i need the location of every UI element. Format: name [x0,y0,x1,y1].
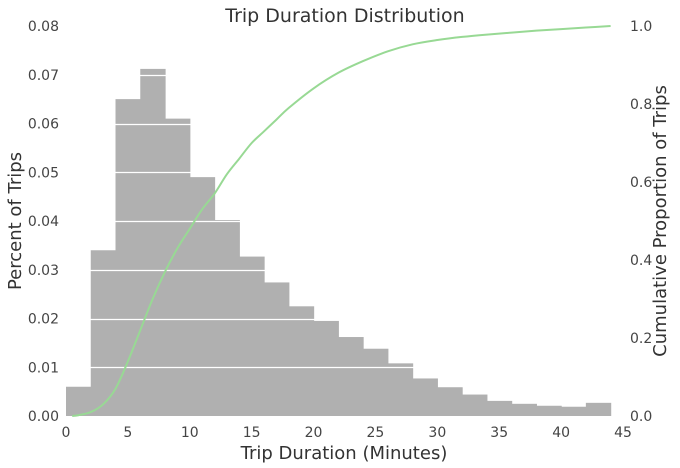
x-tick-label: 15 [243,425,261,441]
x-tick-label: 10 [181,425,199,441]
y-tick-label: 0.05 [28,165,59,181]
x-tick-label: 35 [490,425,508,441]
histogram-bar [140,68,166,417]
y2-axis-title: Cumulative Proportion of Trips [650,85,671,357]
x-tick-label: 30 [428,425,446,441]
y-tick-label: 0.07 [28,68,59,84]
histogram-bar [189,177,216,416]
histogram-bar [115,99,141,416]
x-axis-title: Trip Duration (Minutes) [240,443,448,464]
y2-tick-label: 0.8 [630,97,652,113]
x-tick-label: 45 [614,425,632,441]
y-tick-label: 0.00 [28,409,59,425]
y-tick-label: 0.06 [28,117,59,133]
histogram-bar [338,337,364,416]
x-tick-label: 25 [367,425,385,441]
y-tick-label: 0.08 [28,19,59,35]
histogram-bar [214,220,240,416]
histogram-bar [66,386,92,416]
y2-tick-label: 0.2 [630,331,652,347]
y2-axis-ticks: 0.0 0.2 0.4 0.6 0.8 1.0 [630,19,652,425]
histogram-bar [313,320,339,416]
x-tick-label: 0 [62,425,71,441]
chart-title: Trip Duration Distribution [224,5,464,27]
histogram-bar [561,406,587,416]
y-tick-label: 0.02 [28,312,59,328]
y2-tick-label: 0.6 [630,175,652,191]
histogram-bar [239,256,265,416]
y-tick-label: 0.03 [28,263,59,279]
horizontal-gridlines [66,74,623,369]
histogram-bar [412,378,438,416]
y-tick-label: 0.04 [28,214,59,230]
y2-tick-label: 1.0 [630,19,652,35]
x-tick-label: 40 [552,425,570,441]
histogram-bar [90,250,117,416]
y-axis-title: Percent of Trips [5,152,26,290]
histogram-bar [387,363,414,416]
histogram-bar [585,402,612,416]
histogram-bar [536,405,562,416]
histogram-bar [165,118,191,416]
histogram-bar [363,348,389,416]
histogram-bar [288,306,315,416]
x-tick-label: 5 [123,425,132,441]
x-axis-ticks: 0 5 10 15 20 25 30 35 40 45 [62,425,632,441]
histogram-bars [66,68,612,417]
y-axis-ticks: 0.00 0.01 0.02 0.03 0.04 0.05 0.06 0.07 0.08 [28,19,59,425]
histogram-bar [264,282,290,416]
cdf-line [72,25,611,417]
y2-tick-label: 0.0 [630,409,652,425]
histogram-bar [511,403,537,416]
histogram-bar [486,400,513,416]
y2-tick-label: 0.4 [630,253,652,269]
y-tick-label: 0.01 [28,360,59,376]
x-tick-label: 20 [305,425,323,441]
histogram-bar [462,394,488,416]
histogram-bar [437,387,463,416]
